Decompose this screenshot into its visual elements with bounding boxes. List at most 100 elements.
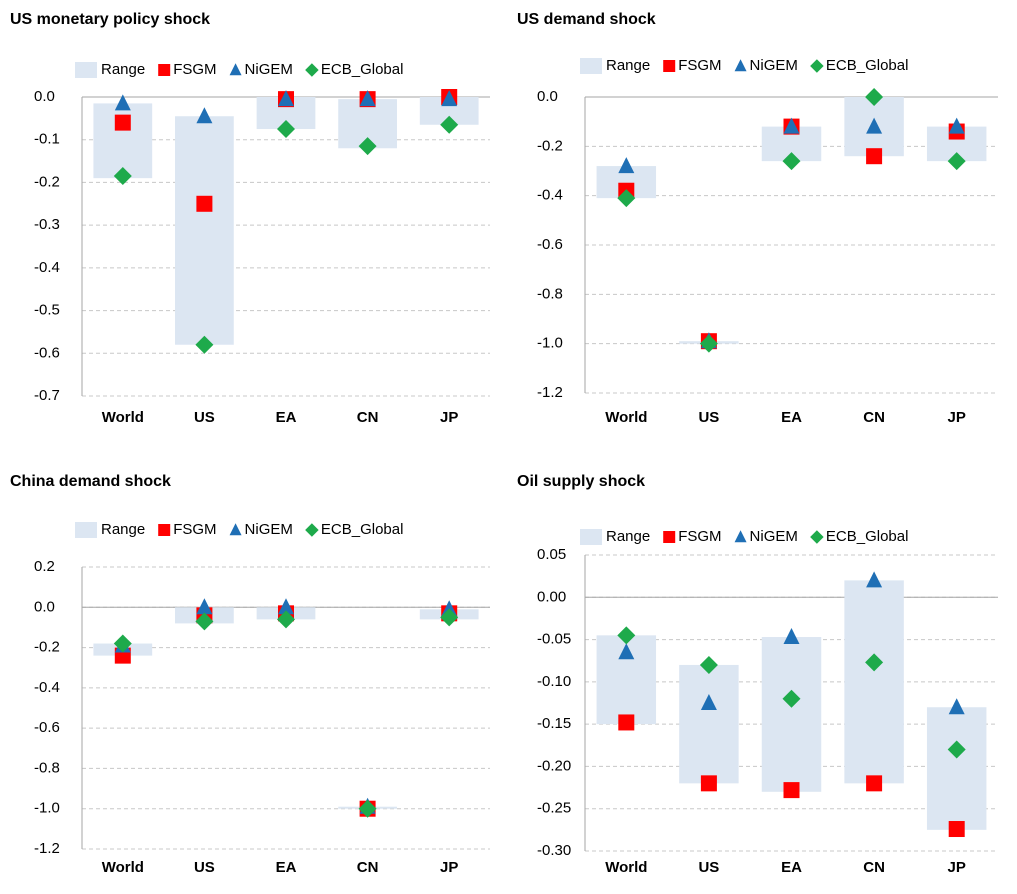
y-tick-label: 0.00 — [537, 588, 566, 605]
y-tick-label: -0.1 — [34, 131, 60, 148]
marker-diamond — [277, 610, 295, 629]
legend-label: NiGEM — [245, 521, 293, 538]
legend-swatch — [663, 60, 676, 72]
x-tick-label: EA — [276, 859, 297, 876]
legend-label: FSGM — [678, 528, 721, 545]
y-tick-label: -1.0 — [537, 335, 563, 352]
x-tick-label: US — [698, 859, 719, 876]
legend-swatch — [229, 523, 242, 536]
y-tick-label: -0.4 — [34, 679, 60, 696]
marker-diamond — [947, 740, 966, 759]
y-tick-label: 0.0 — [34, 88, 55, 105]
marker-triangle — [359, 90, 376, 107]
marker-diamond — [358, 137, 377, 156]
legend-label: ECB_Global — [321, 521, 404, 538]
legend-label: FSGM — [173, 61, 216, 78]
x-tick-label: JP — [948, 859, 966, 876]
marker-square — [866, 775, 883, 792]
range-bar — [844, 580, 904, 784]
y-tick-label: 0.05 — [537, 546, 566, 563]
y-tick-label: -0.6 — [34, 719, 60, 736]
marker-diamond — [865, 653, 884, 672]
x-tick-label: CN — [357, 409, 379, 426]
legend-swatch — [305, 523, 319, 537]
legend-swatch — [305, 63, 319, 77]
x-tick-label: World — [605, 409, 647, 426]
chart-title: US demand shock — [517, 11, 656, 28]
marker-triangle — [783, 628, 800, 645]
legend-swatch — [580, 58, 602, 74]
y-tick-label: 0.0 — [34, 598, 55, 615]
marker-diamond — [617, 189, 636, 208]
legend-swatch — [810, 59, 824, 73]
x-tick-label: World — [102, 859, 144, 876]
marker-triangle — [441, 600, 458, 617]
legend-swatch — [158, 524, 171, 536]
marker-diamond — [358, 799, 377, 818]
marker-diamond — [947, 152, 966, 171]
marker-triangle — [866, 571, 883, 588]
y-tick-label: -1.2 — [537, 384, 563, 401]
x-tick-label: US — [194, 859, 215, 876]
legend-label: FSGM — [678, 57, 721, 74]
range-bar — [926, 707, 987, 830]
marker-square — [700, 775, 717, 792]
marker-diamond — [195, 335, 214, 354]
marker-square — [196, 195, 213, 212]
y-tick-label: -0.8 — [537, 285, 563, 302]
marker-square — [114, 114, 131, 131]
y-tick-label: -0.20 — [537, 757, 571, 774]
legend-label: Range — [606, 57, 650, 74]
y-tick-label: -1.0 — [34, 800, 60, 817]
marker-triangle — [441, 90, 458, 107]
marker-triangle — [114, 94, 131, 111]
legend-label: NiGEM — [245, 61, 293, 78]
x-tick-label: World — [102, 409, 144, 426]
x-tick-label: JP — [440, 409, 458, 426]
x-tick-label: CN — [863, 409, 885, 426]
marker-diamond — [113, 167, 132, 186]
marker-square — [948, 821, 965, 838]
chart-title: US monetary policy shock — [10, 11, 210, 28]
legend-label: FSGM — [173, 521, 216, 538]
y-tick-label: -0.6 — [537, 236, 563, 253]
legend-label: ECB_Global — [826, 57, 909, 74]
marker-triangle — [866, 117, 883, 134]
y-tick-label: -0.4 — [537, 187, 563, 204]
marker-triangle — [618, 643, 635, 660]
legend-swatch — [158, 64, 171, 76]
marker-diamond — [113, 634, 132, 653]
y-tick-label: -0.25 — [537, 800, 571, 817]
range-bar — [679, 664, 739, 784]
legend-label: ECB_Global — [321, 61, 404, 78]
y-tick-label: -0.2 — [34, 639, 60, 656]
x-tick-label: World — [605, 859, 647, 876]
y-tick-label: 0.2 — [34, 558, 55, 575]
y-tick-label: 0.0 — [537, 88, 558, 105]
x-tick-label: JP — [440, 859, 458, 876]
marker-diamond — [782, 152, 801, 171]
marker-diamond — [699, 655, 718, 674]
marker-diamond — [617, 626, 636, 645]
legend-label: NiGEM — [750, 528, 798, 545]
range-bar — [761, 637, 822, 792]
marker-diamond — [277, 120, 295, 139]
legend-label: Range — [101, 521, 145, 538]
y-tick-label: -0.30 — [537, 842, 571, 859]
y-tick-label: -0.4 — [34, 259, 60, 276]
marker-square — [866, 148, 883, 165]
legend-swatch — [734, 530, 747, 543]
legend-label: Range — [606, 528, 650, 545]
chart-title: Oil supply shock — [517, 473, 645, 490]
marker-diamond — [699, 334, 718, 353]
x-tick-label: JP — [948, 409, 966, 426]
y-tick-label: -0.2 — [537, 137, 563, 154]
marker-diamond — [865, 88, 884, 106]
marker-triangle — [278, 90, 294, 107]
x-tick-label: US — [698, 409, 719, 426]
x-tick-label: EA — [781, 859, 802, 876]
legend-swatch — [810, 530, 824, 544]
marker-square — [618, 714, 635, 731]
legend-swatch — [734, 59, 747, 72]
legend-swatch — [229, 63, 242, 76]
